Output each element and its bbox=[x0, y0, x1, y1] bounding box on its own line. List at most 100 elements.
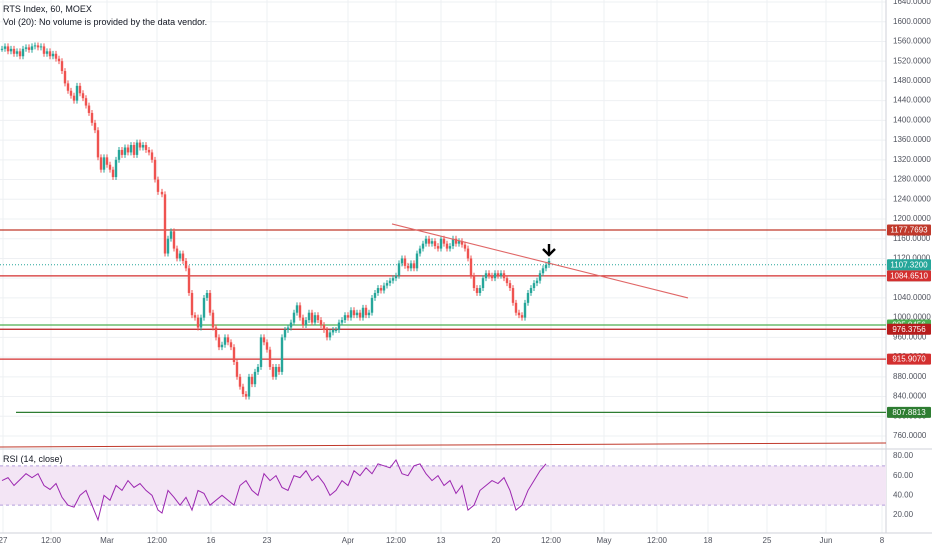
candle-body bbox=[322, 325, 326, 330]
candle-body bbox=[283, 329, 287, 338]
candle-body bbox=[433, 241, 437, 247]
rsi-band-fill bbox=[0, 465, 886, 506]
candle-body bbox=[250, 376, 254, 385]
rsi-axis-tick-label: 60.00 bbox=[893, 471, 914, 480]
time-axis-tick-label: Apr bbox=[342, 536, 355, 545]
candle-body bbox=[78, 85, 82, 94]
time-axis-tick-label: 25 bbox=[763, 536, 772, 545]
candle-body bbox=[12, 48, 16, 54]
price-label-box bbox=[887, 224, 931, 236]
rsi-axis-tick-label: 20.00 bbox=[893, 510, 914, 519]
candle-body bbox=[126, 147, 130, 153]
candle-body bbox=[42, 46, 46, 54]
volume-legend: Vol (20): No volume is provided by the d… bbox=[3, 17, 208, 27]
candle-body bbox=[514, 302, 518, 313]
candle-body bbox=[427, 238, 431, 244]
candle-body bbox=[90, 112, 94, 123]
price-axis-tick-label: 960.0000 bbox=[893, 332, 927, 341]
candle-body bbox=[481, 278, 485, 289]
candle-body bbox=[244, 394, 248, 397]
descending-trendline bbox=[391, 223, 689, 299]
candle-body bbox=[337, 322, 341, 330]
price-axis-tick-label: 1440.0000 bbox=[893, 96, 931, 105]
price-label-box bbox=[887, 270, 931, 282]
price-label-text: 1084.6510 bbox=[890, 271, 928, 280]
time-axis-tick-label: 8 bbox=[880, 536, 885, 545]
price-axis-tick-label: 1200.0000 bbox=[893, 214, 931, 223]
price-axis-tick-label: 1640.0000 bbox=[893, 0, 931, 6]
candle-body bbox=[439, 238, 443, 249]
candle-body bbox=[268, 349, 272, 367]
candle-body bbox=[451, 238, 455, 247]
candle-body bbox=[379, 288, 383, 291]
candle-body bbox=[150, 152, 154, 160]
price-axis-tick-label: 1400.0000 bbox=[893, 115, 931, 124]
candle-body bbox=[421, 243, 425, 249]
candle-body bbox=[208, 292, 212, 313]
price-axis-tick-label: 1000.0000 bbox=[893, 313, 931, 322]
candle-body bbox=[319, 320, 323, 326]
candle-body bbox=[108, 164, 112, 170]
candle-body bbox=[259, 337, 263, 367]
candle-body bbox=[292, 312, 296, 323]
time-axis-tick-label: 12:00 bbox=[541, 536, 562, 545]
candle-body bbox=[45, 51, 49, 54]
candle-body bbox=[69, 90, 73, 96]
candle-body bbox=[289, 322, 293, 328]
candle-body bbox=[135, 142, 139, 155]
time-axis-tick-label: 18 bbox=[704, 536, 713, 545]
price-axis-tick-label: 1160.0000 bbox=[893, 234, 931, 243]
candle-body bbox=[147, 149, 151, 153]
candle-body bbox=[382, 285, 386, 291]
candle-body bbox=[460, 241, 464, 245]
candle-body bbox=[388, 280, 392, 284]
rsi-axis-tick-label: 40.00 bbox=[893, 490, 914, 499]
candle-body bbox=[535, 280, 539, 284]
candle-body bbox=[499, 273, 503, 276]
candle-body bbox=[187, 268, 191, 293]
candle-body bbox=[334, 329, 338, 331]
lower-ray-line bbox=[0, 442, 887, 448]
candle-body bbox=[105, 157, 109, 165]
candle-body bbox=[412, 263, 416, 269]
candle-body bbox=[277, 366, 281, 372]
candle-body bbox=[280, 337, 284, 372]
candle-body bbox=[508, 283, 512, 289]
candle-body bbox=[328, 332, 332, 338]
candle-body bbox=[6, 46, 10, 52]
candle-body bbox=[406, 265, 410, 269]
price-label-level: 915.9070 bbox=[887, 353, 931, 365]
candle-body bbox=[199, 317, 203, 328]
candle-body bbox=[39, 46, 43, 48]
symbol-legend[interactable]: RTS Index, 60, MOEX bbox=[3, 4, 92, 14]
candle-body bbox=[442, 238, 446, 244]
candle-body bbox=[205, 292, 209, 298]
rsi-legend[interactable]: RSI (14, close) bbox=[3, 454, 63, 464]
price-axis-tick-label: 1240.0000 bbox=[893, 194, 931, 203]
candle-body bbox=[193, 315, 197, 318]
candle-body bbox=[400, 258, 404, 264]
candle-body bbox=[418, 248, 422, 254]
time-axis-tick-label: 20 bbox=[492, 536, 501, 545]
candle-body bbox=[370, 297, 374, 313]
candle-body bbox=[160, 191, 164, 195]
candle-body bbox=[96, 130, 100, 158]
candle-body bbox=[232, 347, 236, 363]
rsi-axis-tick-label: 80.00 bbox=[893, 451, 914, 460]
candle-body bbox=[286, 327, 290, 330]
candle-body bbox=[111, 169, 115, 178]
price-label-text: 915.9070 bbox=[892, 355, 926, 364]
candle-body bbox=[364, 307, 368, 316]
price-label-level: 1084.6510 bbox=[887, 270, 931, 282]
price-label-level: 807.8813 bbox=[887, 406, 931, 418]
rsi-line bbox=[1, 458, 547, 522]
candle-body bbox=[274, 366, 278, 377]
price-axis-tick-label: 840.0000 bbox=[893, 392, 927, 401]
candle-body bbox=[129, 145, 133, 153]
candle-body bbox=[301, 317, 305, 326]
price-label-box bbox=[887, 259, 931, 271]
candle-body bbox=[346, 315, 350, 318]
price-axis-tick-label: 1320.0000 bbox=[893, 155, 931, 164]
candle-body bbox=[235, 362, 239, 377]
